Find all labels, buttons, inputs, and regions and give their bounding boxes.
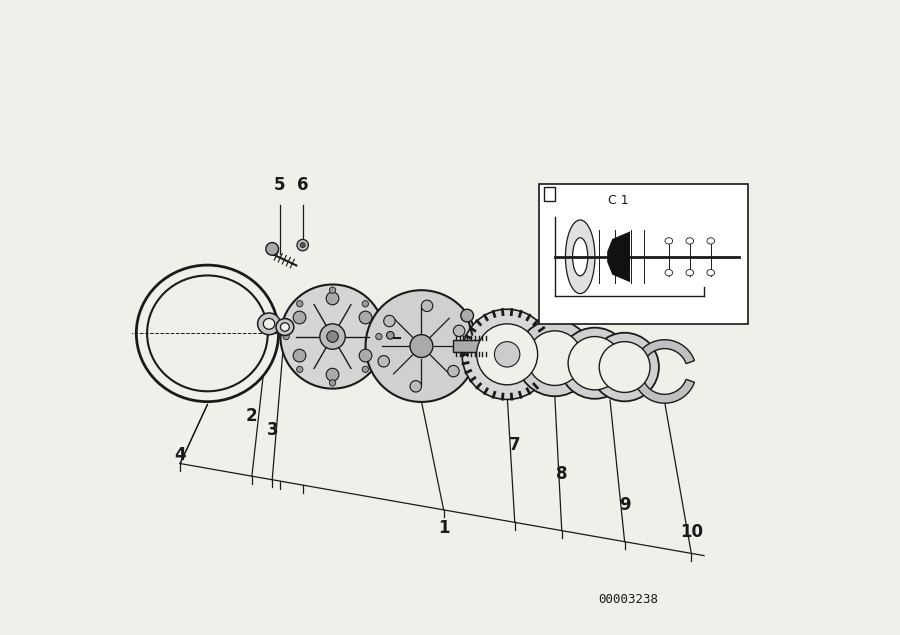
Circle shape [326,368,339,381]
Circle shape [590,333,659,401]
Text: 00003238: 00003238 [598,594,658,606]
Text: 6: 6 [297,176,309,194]
Circle shape [527,331,582,385]
Circle shape [283,333,289,340]
Ellipse shape [281,323,289,331]
Circle shape [559,328,630,399]
Circle shape [378,356,390,367]
Circle shape [329,380,336,386]
Text: 4: 4 [175,446,186,464]
Circle shape [320,324,346,349]
Circle shape [362,366,368,373]
Circle shape [447,365,459,377]
Circle shape [266,243,279,255]
Bar [539,184,749,324]
Ellipse shape [147,276,268,391]
Circle shape [454,325,464,337]
Ellipse shape [136,265,279,402]
Polygon shape [633,340,695,403]
Ellipse shape [686,269,694,276]
Circle shape [293,349,306,362]
Circle shape [410,380,421,392]
Text: 7: 7 [509,436,520,454]
Circle shape [462,309,553,399]
Text: 5: 5 [274,176,285,194]
Text: 8: 8 [556,465,568,483]
Circle shape [327,331,338,342]
Circle shape [359,349,372,362]
Bar [544,187,555,201]
Circle shape [477,324,537,385]
Circle shape [293,311,306,324]
Ellipse shape [706,237,715,244]
Circle shape [421,300,433,312]
Bar [454,340,491,352]
Ellipse shape [665,237,672,244]
Circle shape [281,284,384,389]
Text: 10: 10 [680,523,703,541]
Circle shape [297,239,309,251]
Circle shape [300,243,305,248]
Ellipse shape [686,237,694,244]
Polygon shape [608,231,630,282]
Circle shape [297,366,303,373]
Circle shape [329,287,336,293]
Circle shape [359,311,372,324]
Circle shape [517,320,593,396]
Circle shape [362,300,368,307]
Circle shape [326,292,339,305]
Ellipse shape [264,318,274,330]
Ellipse shape [572,237,588,276]
Circle shape [461,309,473,322]
Ellipse shape [565,220,595,293]
Circle shape [386,331,394,339]
Circle shape [494,342,520,367]
Circle shape [599,342,650,392]
Circle shape [375,333,382,340]
Text: 3: 3 [266,422,278,439]
Circle shape [365,290,477,402]
Ellipse shape [257,313,281,335]
Text: C 1: C 1 [608,194,629,208]
Text: 9: 9 [619,497,630,514]
Ellipse shape [706,269,715,276]
Circle shape [568,337,621,390]
Circle shape [297,300,303,307]
Text: 2: 2 [246,408,257,425]
Ellipse shape [665,269,672,276]
Circle shape [410,335,433,358]
Text: 1: 1 [438,519,449,537]
Circle shape [383,316,395,327]
Ellipse shape [276,319,293,335]
